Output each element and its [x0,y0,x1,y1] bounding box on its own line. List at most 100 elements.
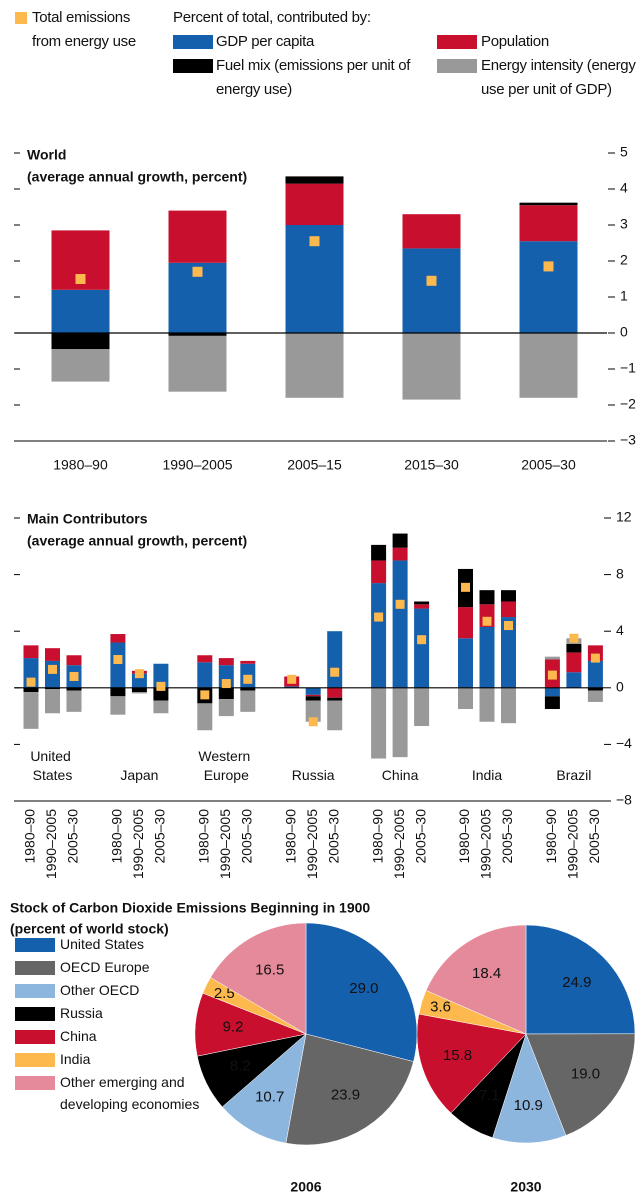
pie-slice [525,1033,636,1136]
bar-segment [392,533,408,548]
legend-swatch [15,984,55,998]
bar-segment [458,687,473,710]
bar-segment [479,687,495,722]
bar-segment [153,663,169,688]
bar-segment [23,687,39,693]
pie-year: 2030 [510,1179,541,1195]
bar-segment [371,687,387,759]
bar-segment [458,607,473,639]
bar-segment [479,590,495,605]
x-tick-label: 2005–30 [586,809,602,864]
pie-slice [425,924,527,1035]
legend-title: Percent of total, contributed by: [173,9,371,26]
pie-slice [492,1033,567,1144]
pie-year: 2006 [290,1179,321,1195]
total-marker [426,275,437,286]
bar-segment [327,700,343,731]
total-marker [309,236,320,247]
bar-segment [519,333,578,398]
total-marker [504,621,513,631]
bar-segment [153,700,169,714]
bar-segment [402,333,461,400]
total-marker [192,266,203,277]
bar-segment [305,700,321,722]
legend-label: Fuel mix (emissions per unit of energy u… [216,57,411,98]
legend-swatch [15,1007,55,1021]
legend-label: Total emissions from energy use [32,9,136,50]
group-label: Japan [120,767,158,783]
bar-segment [587,660,603,688]
legend-swatch [15,961,55,975]
bar-segment [327,697,343,701]
total-marker [569,633,579,643]
data-label: 16.5 [255,961,284,978]
bar-segment [587,687,603,691]
bar-segment [402,214,461,249]
total-marker [156,681,166,691]
bar-segment [501,617,516,688]
pie-slice [525,924,636,1035]
y-tick-label: 4 [620,180,628,196]
bar-segment [197,703,213,731]
bar-segment [458,638,473,688]
legend-label: Other emerging and developing economies [60,1074,199,1112]
bar-segment [402,248,461,333]
bar-segment [371,560,387,584]
bar-segment [197,655,213,663]
x-tick-label: 2005–30 [499,809,515,864]
data-label: 23.9 [331,1087,360,1104]
data-label: 24.9 [562,974,591,991]
bar-segment [168,210,227,263]
total-marker [221,679,231,689]
bar-segment [168,335,227,392]
total-marker [461,582,470,592]
chart-subtitle: (percent of world stock) [10,921,169,937]
y-tick-label: 12 [616,509,632,525]
chart-subtitle: (average annual growth, percent) [27,169,247,185]
total-marker [590,653,600,663]
bar-segment [566,643,582,653]
data-label: 15.8 [443,1047,472,1064]
legend-swatch [15,938,55,952]
bar-segment [501,590,516,602]
bar-segment [392,687,408,758]
bar-segment [305,696,321,701]
bar-segment [218,699,234,717]
bar-segment [519,241,578,333]
pie-slice [285,1033,414,1146]
total-marker [69,671,79,681]
bar-segment [110,696,126,715]
bar-segment [305,694,321,697]
total-marker [287,674,297,684]
data-label: 18.4 [472,965,501,982]
legend-swatch [173,35,213,49]
chart-title: Stock of Carbon Dioxide Emissions Beginn… [10,900,370,916]
bar-segment [414,608,430,688]
legend-label: OECD Europe [60,959,150,975]
x-tick-label: 1990–2005 [162,457,232,473]
bar-segment [110,642,126,688]
y-tick-label: 8 [616,565,624,581]
pie-slice [221,1033,307,1144]
x-tick-label: 1980–90 [196,809,212,864]
bar-segment [218,687,234,700]
bar-segment [284,686,300,688]
x-tick-label: 1980–90 [456,809,472,864]
y-tick-label: −2 [620,396,636,412]
x-tick-label: 1990–2005 [565,809,581,879]
total-marker [482,616,492,626]
bar-segment [110,687,126,697]
data-label: 10.7 [255,1089,284,1106]
total-marker [395,599,405,609]
bar-segment [240,660,256,664]
y-tick-label: −4 [616,735,632,751]
group-label: India [472,767,503,783]
chart-title: World [27,147,66,163]
x-tick-label: 1990–2005 [217,809,233,879]
data-label: 19.0 [571,1065,600,1082]
bar-segment [45,687,60,690]
group-label: Western Europe [198,748,254,783]
bar-segment [153,687,169,701]
bar-segment [45,689,60,714]
